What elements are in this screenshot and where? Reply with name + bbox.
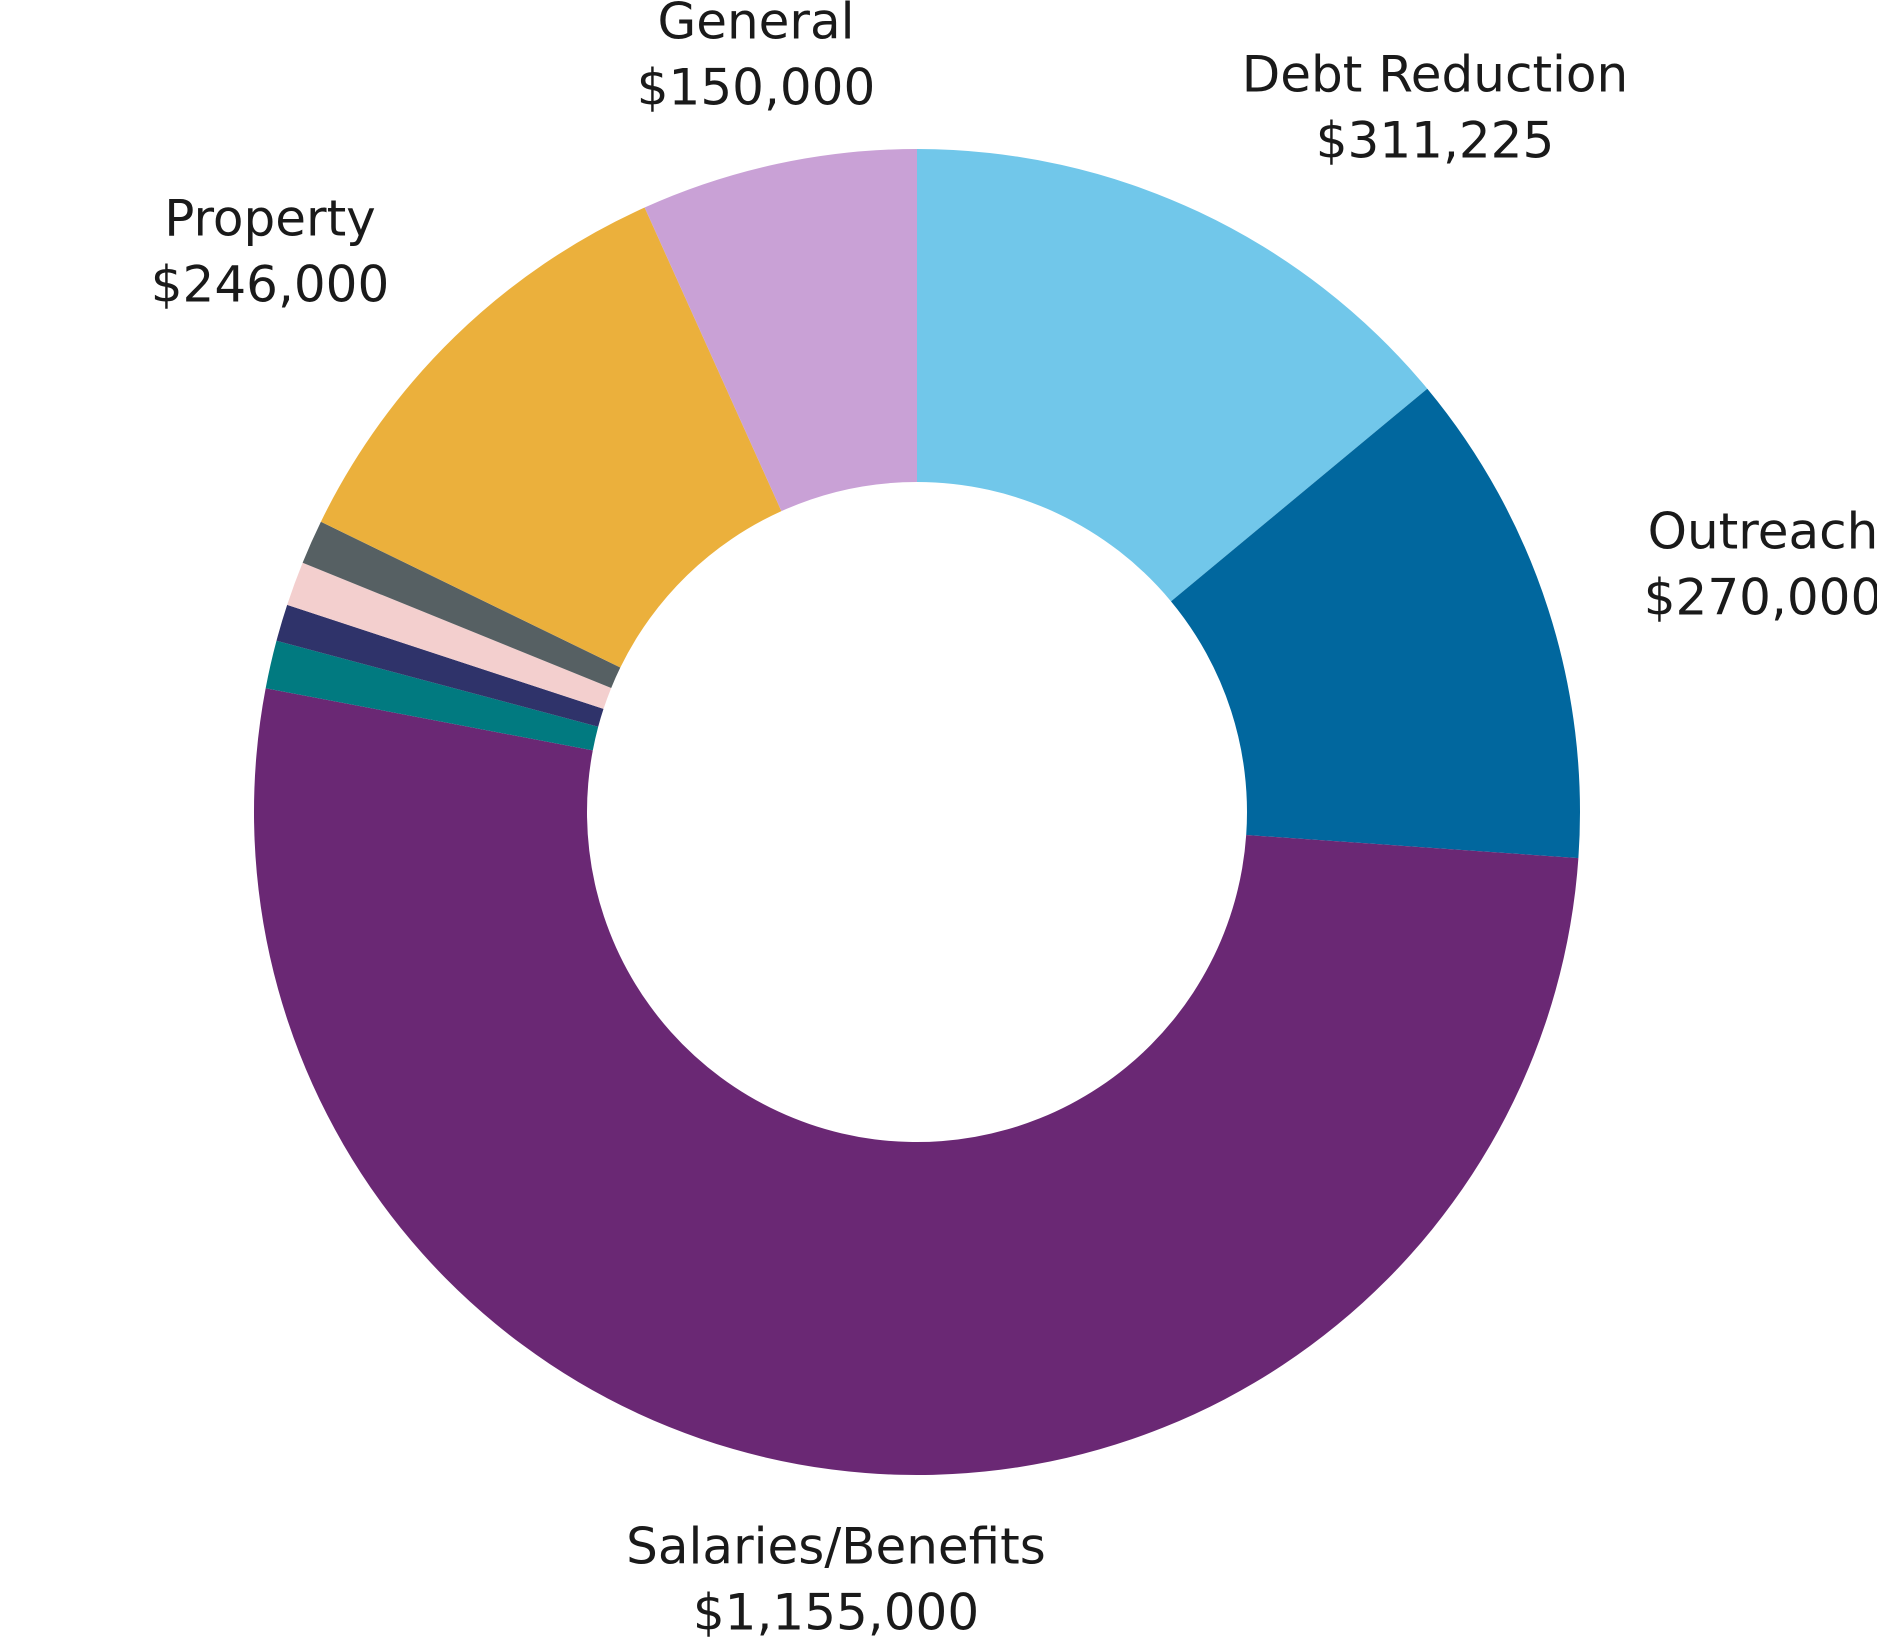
slice-label-salaries-benefits: Salaries/Benefits xyxy=(626,1518,1046,1576)
slice-value-debt-reduction: $311,225 xyxy=(1316,112,1555,170)
donut-slices xyxy=(254,149,1580,1475)
slice-label-general: General xyxy=(657,0,854,51)
slice-value-general: $150,000 xyxy=(637,59,876,117)
slice-label-outreach: Outreach xyxy=(1648,503,1877,561)
slice-value-outreach: $270,000 xyxy=(1644,569,1877,627)
slice-value-property: $246,000 xyxy=(151,256,390,314)
slice-label-property: Property xyxy=(164,190,376,248)
slice-value-salaries-benefits: $1,155,000 xyxy=(693,1584,979,1642)
slice-label-debt-reduction: Debt Reduction xyxy=(1242,46,1628,104)
